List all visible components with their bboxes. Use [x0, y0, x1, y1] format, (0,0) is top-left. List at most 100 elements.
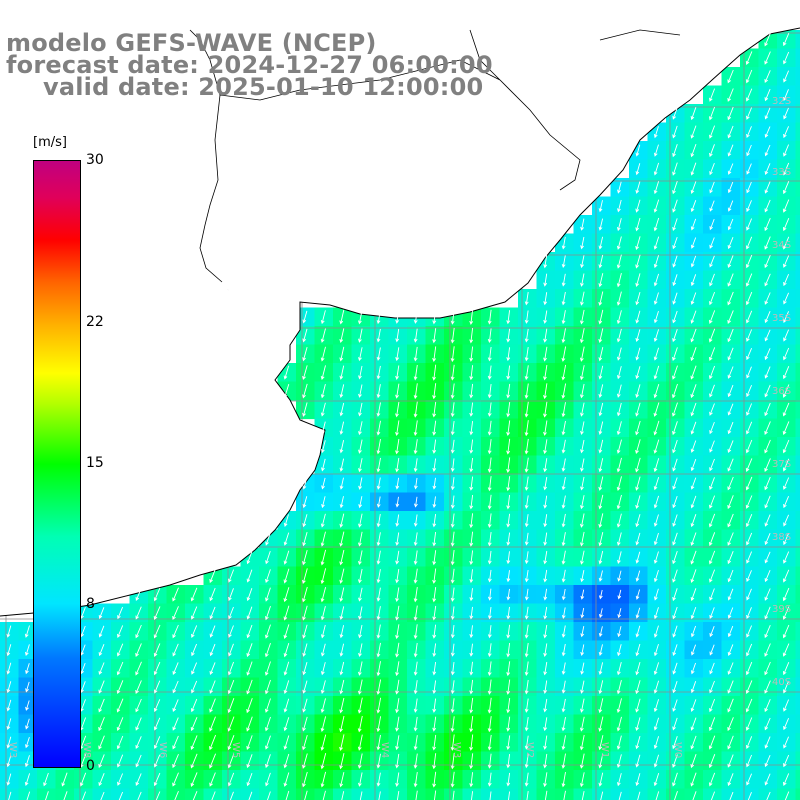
wind-cell: [74, 788, 94, 800]
wind-arrow: [469, 439, 474, 454]
wind-cell: [795, 770, 800, 790]
wind-arrow: [543, 624, 548, 639]
wind-arrow: [321, 477, 326, 490]
wind-arrow: [709, 255, 715, 268]
wind-arrow: [690, 347, 697, 362]
wind-arrow: [135, 754, 142, 768]
wind-arrow: [692, 791, 697, 800]
wind-arrow: [635, 291, 641, 306]
wind-arrow: [339, 365, 345, 380]
wind-arrow: [709, 644, 715, 656]
longitude-label: W8: [81, 742, 92, 759]
wind-arrow: [616, 421, 622, 436]
wind-arrow: [783, 329, 790, 342]
wind-arrow: [524, 310, 529, 324]
wind-arrow: [283, 698, 290, 713]
wind-arrow: [506, 624, 511, 639]
wind-arrow: [358, 365, 363, 380]
wind-arrow: [432, 328, 437, 344]
wind-arrow: [450, 327, 455, 344]
wind-arrow: [598, 328, 604, 344]
wind-arrow: [302, 771, 308, 788]
wind-arrow: [469, 734, 474, 751]
wind-arrow: [635, 402, 641, 417]
wind-arrow: [153, 736, 161, 750]
wind-arrow: [727, 310, 734, 324]
wind-cell: [795, 30, 800, 50]
wind-arrow: [764, 218, 771, 232]
wind-arrow: [690, 514, 697, 528]
wind-arrow: [690, 458, 697, 472]
wind-arrow: [598, 608, 603, 619]
wind-arrow: [653, 292, 659, 305]
wind-arrow: [320, 568, 327, 585]
wind-arrow: [709, 384, 715, 398]
wind-arrow: [764, 273, 771, 287]
wind-arrow: [432, 420, 437, 436]
wind-arrow: [413, 624, 418, 640]
wind-arrow: [450, 364, 455, 381]
wind-arrow: [506, 642, 511, 658]
colorbar-tick-label: 8: [86, 596, 95, 613]
wind-arrow: [413, 346, 418, 362]
wind-arrow: [24, 625, 30, 638]
wind-arrow: [6, 681, 12, 694]
wind-arrow: [45, 791, 49, 800]
wind-arrow: [653, 420, 660, 436]
wind-arrow: [265, 550, 271, 565]
wind-arrow: [708, 495, 716, 509]
wind-arrow: [617, 181, 622, 194]
wind-arrow: [690, 292, 697, 305]
wind-arrow: [153, 606, 161, 620]
wind-arrow: [450, 513, 455, 528]
wind-arrow: [172, 735, 179, 750]
wind-arrow: [746, 385, 753, 398]
wind-arrow: [579, 383, 585, 399]
wind-arrow: [598, 626, 603, 638]
wind-arrow: [543, 346, 548, 362]
wind-arrow: [672, 736, 678, 750]
wind-arrow: [782, 458, 790, 472]
wind-arrow: [358, 347, 363, 362]
wind-arrow: [708, 106, 716, 121]
wind-arrow: [116, 717, 124, 732]
wind-arrow: [357, 568, 363, 584]
wind-arrow: [432, 550, 437, 566]
wind-arrow: [764, 439, 771, 454]
longitude-label: W6: [157, 742, 168, 759]
wind-arrow: [782, 587, 790, 602]
wind-arrow: [376, 661, 381, 677]
wind-arrow: [172, 680, 179, 694]
wind-arrow: [264, 679, 271, 695]
wind-arrow: [450, 643, 455, 657]
wind-arrow: [98, 607, 105, 620]
wind-arrow: [524, 532, 529, 546]
wind-arrow: [727, 476, 734, 491]
wind-arrow: [376, 457, 381, 473]
wind-cell: [795, 622, 800, 642]
wind-cell: [758, 788, 778, 800]
wind-arrow: [635, 199, 641, 213]
wind-arrow: [764, 643, 771, 657]
wind-arrow: [727, 328, 734, 343]
wind-arrow: [672, 772, 678, 787]
wind-arrow: [580, 402, 585, 417]
wind-arrow: [561, 236, 566, 250]
wind-arrow: [172, 699, 179, 712]
wind-arrow: [672, 125, 678, 139]
wind-arrow: [690, 218, 697, 231]
wind-arrow: [782, 606, 790, 620]
wind-arrow: [246, 606, 253, 620]
wind-arrow: [727, 588, 734, 601]
wind-arrow: [746, 773, 753, 786]
wind-arrow: [339, 625, 345, 639]
wind-arrow: [653, 347, 660, 361]
wind-arrow: [653, 514, 659, 527]
wind-cell: [795, 548, 800, 568]
wind-arrow: [320, 698, 326, 714]
wind-arrow: [283, 383, 290, 399]
wind-arrow: [135, 736, 142, 750]
wind-arrow: [708, 532, 716, 547]
wind-arrow: [376, 697, 382, 714]
wind-arrow: [672, 699, 678, 712]
